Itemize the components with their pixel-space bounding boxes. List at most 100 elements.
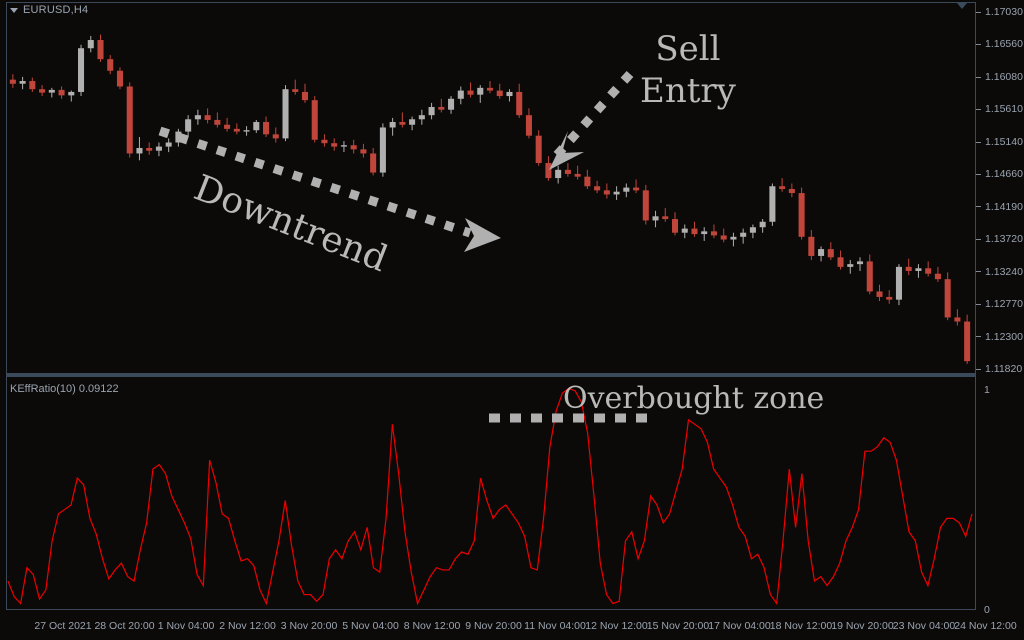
price-scale-tick: 1.14190 (976, 201, 1024, 213)
candle-body (155, 146, 162, 151)
panel-separator (6, 374, 976, 376)
indicator-label: KEffRatio(10) 0.09122 (10, 383, 119, 395)
candle-body (175, 131, 182, 143)
candle-body (895, 266, 902, 300)
candle-body (808, 236, 815, 256)
candle-body (652, 216, 659, 221)
chevron-down-icon[interactable] (10, 7, 18, 13)
price-scale-tick: 1.17030 (976, 6, 1024, 18)
time-axis[interactable]: 27 Oct 2021 28 Oct 20:00 1 Nov 04:00 2 Nov … (0, 616, 1024, 640)
time-axis-tick: 9 Nov 20:00 (465, 620, 522, 632)
price-chart-panel[interactable] (0, 0, 1024, 376)
candle-body (39, 89, 46, 93)
candle-body (681, 228, 688, 233)
candle-body (545, 163, 552, 179)
candle-body (759, 221, 766, 228)
candle-body (136, 147, 143, 154)
indicator-scale-tick: 1 (984, 384, 990, 396)
candle-body (48, 89, 55, 93)
candle-body (272, 134, 279, 139)
candle-body (749, 227, 756, 233)
candle-body (214, 119, 221, 125)
candle-body (116, 70, 123, 87)
candle-body (282, 89, 289, 139)
candle-body (87, 40, 94, 49)
candle-body (876, 291, 883, 297)
candle-body (409, 119, 416, 125)
symbol-label-text: EURUSD,H4 (23, 4, 89, 16)
candle-body (837, 257, 844, 267)
candle-body (925, 268, 932, 274)
candle-body (934, 273, 941, 280)
candle-body (448, 98, 455, 110)
symbol-label[interactable]: EURUSD,H4 (10, 4, 88, 16)
candlestick-plot (9, 34, 971, 364)
time-axis-tick: 24 Nov 12:00 (954, 620, 1017, 632)
price-scale-axis[interactable]: 1.17030 1.16560 1.16080 1.15610 1.15140 1.146… (976, 0, 1024, 376)
time-axis-tick: 8 Nov 12:00 (403, 620, 461, 632)
candle-body (467, 90, 474, 95)
indicator-line-plot (7, 387, 973, 606)
time-axis-tick: 1 Nov 04:00 (157, 620, 215, 632)
time-axis-tick: 27 Oct 2021 (34, 620, 92, 632)
candle-body (798, 193, 805, 237)
indicator-scale-tick: 0 (984, 604, 990, 616)
candle-body (779, 186, 786, 189)
candle-body (740, 232, 747, 237)
candle-body (613, 191, 620, 195)
candle-body (321, 139, 328, 144)
candle-body (701, 231, 708, 235)
candle-body (107, 59, 114, 71)
indicator-chart-panel[interactable] (0, 376, 1024, 616)
candle-body (866, 261, 873, 292)
candle-body (29, 81, 36, 90)
time-axis-tick: 15 Nov 20:00 (646, 620, 710, 632)
time-axis-tick: 23 Nov 04:00 (892, 620, 956, 632)
time-axis-tick: 17 Nov 04:00 (708, 620, 771, 632)
candle-body (769, 186, 776, 222)
candle-body (146, 147, 153, 151)
indicator-line (7, 387, 973, 606)
candle-body (818, 249, 825, 256)
candle-body (194, 115, 201, 120)
price-scale-tick: 1.16560 (976, 38, 1024, 50)
candle-body (671, 219, 679, 233)
candle-body (418, 115, 425, 120)
candle-body (301, 91, 309, 101)
candle-body (525, 115, 532, 136)
price-scale-tick: 1.16080 (976, 71, 1024, 83)
candle-body (857, 261, 864, 265)
scale-marker-icon (957, 3, 967, 9)
candle-body (633, 187, 640, 191)
candle-body (428, 106, 435, 116)
candle-body (379, 127, 386, 173)
candle-body (370, 153, 377, 173)
candle-body (486, 87, 494, 91)
candle-body (954, 317, 961, 322)
candle-body (331, 143, 338, 147)
candle-body (964, 321, 971, 362)
candle-body (847, 264, 854, 267)
candle-body (58, 89, 65, 96)
candle-body (399, 122, 406, 125)
candle-body (165, 142, 172, 147)
candle-body (496, 90, 503, 97)
candle-body (516, 91, 523, 116)
candle-body (662, 216, 669, 220)
candle-body (253, 122, 260, 131)
candle-body (292, 89, 299, 92)
price-scale-tick: 1.14660 (976, 168, 1024, 180)
candle-body (185, 119, 192, 132)
candle-body (350, 145, 357, 150)
candle-body (642, 190, 649, 221)
candle-body (19, 81, 26, 84)
price-scale-tick: 1.15610 (976, 103, 1024, 115)
candle-body (263, 122, 270, 135)
candle-body (204, 115, 211, 120)
candle-body (126, 86, 133, 154)
candle-body (233, 128, 240, 132)
candle-body (584, 176, 591, 187)
candle-body (691, 228, 698, 235)
candle-body (827, 249, 834, 258)
